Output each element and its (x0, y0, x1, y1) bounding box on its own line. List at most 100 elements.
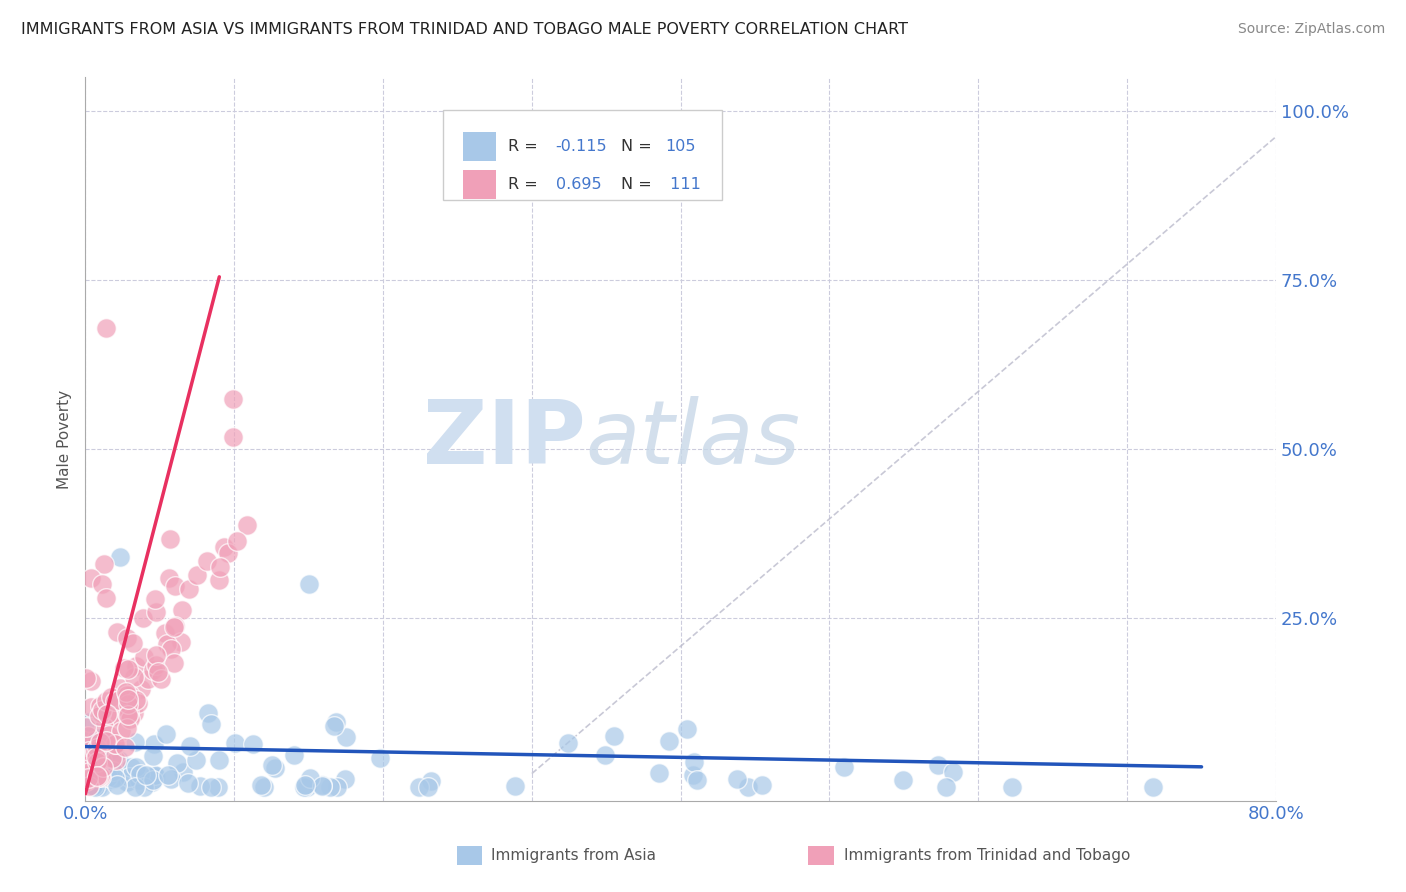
Point (146, 665, 169, 679)
Text: Immigrants from Trinidad and Tobago: Immigrants from Trinidad and Tobago (844, 848, 1130, 863)
Point (197, 706, 219, 720)
Point (90, 706, 112, 720)
Point (104, 753, 127, 767)
Point (104, 709, 127, 723)
Point (80, 674, 103, 689)
Point (283, 747, 305, 762)
Point (117, 775, 139, 789)
Point (249, 778, 271, 792)
Point (97, 728, 120, 742)
Point (101, 735, 124, 749)
Point (112, 661, 135, 675)
Point (935, 780, 957, 794)
Point (186, 567, 208, 582)
Point (114, 739, 136, 754)
Point (224, 736, 246, 750)
Point (142, 663, 165, 677)
Point (79, 764, 101, 778)
Point (105, 624, 128, 639)
Point (91, 577, 114, 591)
Point (295, 780, 318, 794)
Point (294, 778, 316, 792)
Point (87, 770, 110, 784)
Point (145, 648, 167, 662)
Point (145, 769, 167, 783)
Point (125, 693, 148, 707)
Point (159, 533, 181, 547)
Point (91, 742, 114, 756)
Point (260, 757, 283, 772)
Text: R =: R = (508, 177, 543, 192)
Point (129, 766, 152, 780)
Point (222, 392, 245, 406)
Point (77, 765, 100, 780)
Point (124, 735, 146, 749)
Point (603, 730, 626, 744)
Point (96, 694, 118, 708)
Point (416, 780, 439, 794)
Point (86, 755, 108, 769)
FancyBboxPatch shape (443, 110, 723, 201)
Point (76, 767, 98, 781)
Point (927, 757, 949, 772)
Point (104, 771, 127, 785)
Point (834, 760, 856, 774)
Point (325, 714, 347, 729)
Point (166, 756, 188, 771)
Point (91, 703, 114, 717)
Point (322, 719, 344, 733)
Point (79, 700, 101, 714)
Point (86, 741, 108, 756)
Point (676, 722, 699, 736)
Point (117, 770, 139, 784)
Text: atlas: atlas (585, 396, 800, 482)
Point (100, 766, 122, 780)
Point (160, 772, 183, 786)
Point (200, 717, 222, 731)
Point (208, 753, 231, 767)
Point (115, 703, 138, 717)
Y-axis label: Male Poverty: Male Poverty (58, 390, 72, 489)
Bar (463, 132, 496, 161)
Point (108, 681, 131, 696)
Point (84, 744, 107, 758)
Point (505, 779, 527, 793)
Point (75, 774, 97, 789)
Point (110, 724, 132, 739)
Point (76, 758, 98, 772)
Point (737, 780, 759, 794)
Point (100, 690, 122, 705)
Point (107, 693, 129, 707)
Point (110, 550, 132, 565)
Point (117, 721, 139, 735)
Point (86, 769, 108, 783)
Point (89, 769, 111, 783)
Point (100, 734, 122, 748)
Point (77, 772, 100, 786)
Point (89, 734, 111, 748)
Point (121, 636, 143, 650)
Point (120, 712, 142, 726)
Point (157, 571, 180, 585)
Point (89, 773, 111, 788)
Point (751, 778, 773, 792)
Point (217, 546, 239, 560)
Point (100, 743, 122, 757)
Point (179, 739, 201, 754)
Point (188, 779, 211, 793)
Point (84, 749, 107, 764)
Point (163, 619, 186, 633)
Point (89, 755, 111, 769)
Point (326, 780, 349, 794)
Point (115, 631, 138, 645)
Point (84, 744, 107, 758)
Text: N =: N = (621, 139, 657, 154)
Point (122, 706, 145, 720)
Point (420, 773, 443, 788)
Point (91, 780, 114, 794)
Point (89, 755, 111, 769)
Point (94, 320, 117, 334)
Point (82, 750, 104, 764)
Point (82, 779, 104, 793)
Point (118, 688, 141, 702)
